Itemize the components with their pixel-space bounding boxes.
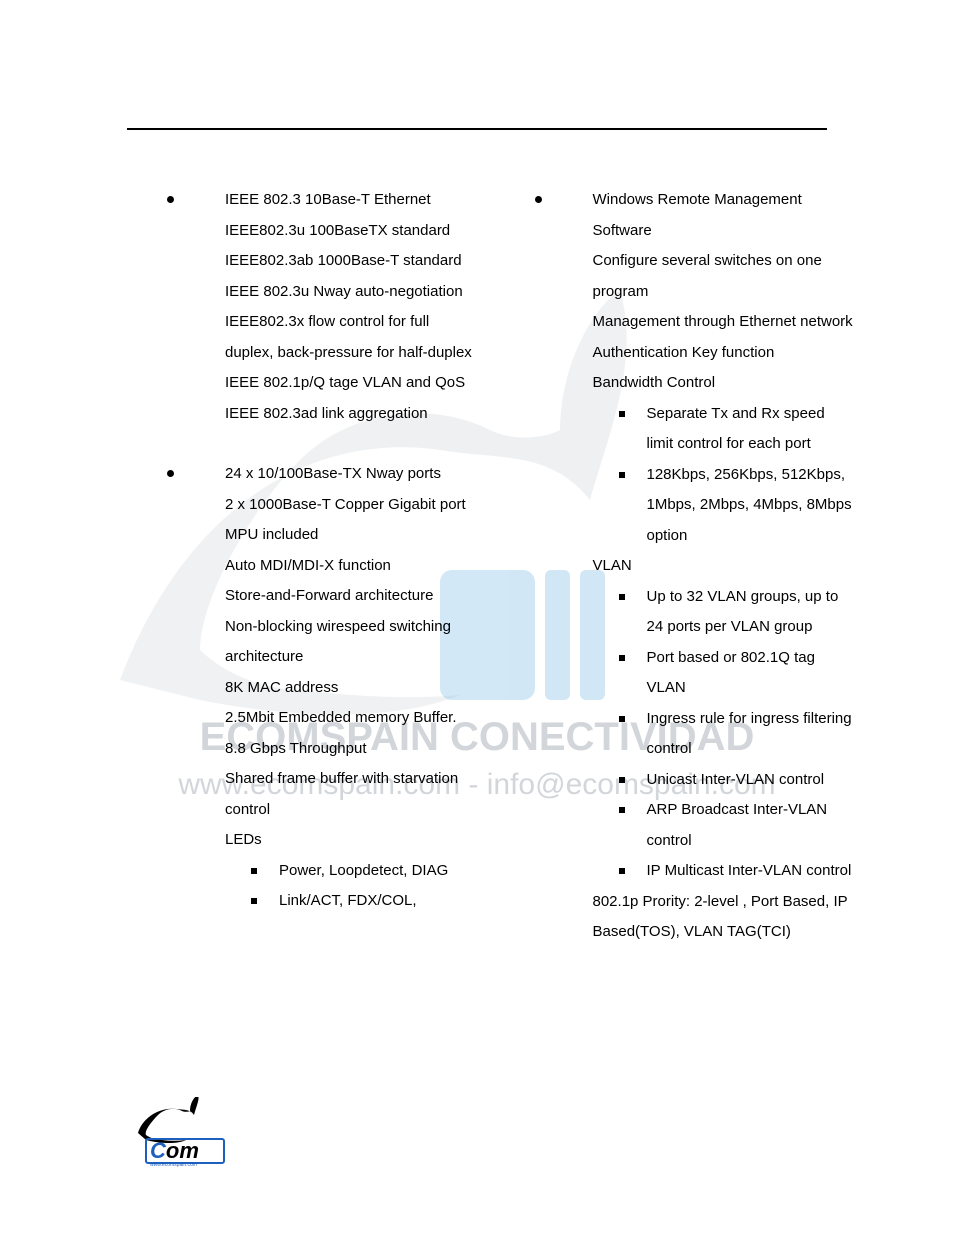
spec-line: Management through Ethernet network — [593, 307, 855, 338]
sub-item: Port based or 802.1Q tag VLAN — [647, 643, 855, 704]
square-bullet-icon — [619, 472, 625, 478]
sub-item-text: 128Kbps, 256Kbps, 512Kbps, 1Mbps, 2Mbps,… — [647, 466, 852, 544]
vlan-sublist: Up to 32 VLAN groups, up to 24 ports per… — [593, 582, 855, 887]
bandwidth-sublist: Separate Tx and Rx speed limit control f… — [593, 399, 855, 552]
bullet-icon — [167, 196, 174, 203]
svg-text:www.ecomspain.com: www.ecomspain.com — [150, 1162, 197, 1167]
right-column: Windows Remote Management Software Confi… — [495, 165, 855, 1115]
square-bullet-icon — [619, 777, 625, 783]
bullet-icon — [535, 196, 542, 203]
right-section: Windows Remote Management Software Confi… — [517, 185, 855, 948]
sub-item-text: Unicast Inter-VLAN control — [647, 771, 825, 788]
spec-line: MPU included — [225, 520, 473, 551]
sub-item-text: IP Multicast Inter-VLAN control — [647, 862, 852, 879]
left-column: IEEE 802.3 10Base-T Ethernet IEEE802.3u … — [135, 165, 495, 1115]
spec-line: IEEE802.3ab 1000Base-T standard — [225, 246, 473, 277]
spec-line: Bandwidth Control — [593, 368, 855, 399]
sub-item: Up to 32 VLAN groups, up to 24 ports per… — [647, 582, 855, 643]
square-bullet-icon — [619, 807, 625, 813]
sub-item-text: Power, Loopdetect, DIAG — [279, 862, 448, 879]
sub-item-text: Separate Tx and Rx speed limit control f… — [647, 405, 825, 453]
square-bullet-icon — [619, 868, 625, 874]
spec-line: 8.8 Gbps Throughput — [225, 734, 473, 765]
sub-item-text: Port based or 802.1Q tag VLAN — [647, 649, 815, 697]
left-section-1: IEEE 802.3 10Base-T Ethernet IEEE802.3u … — [135, 185, 473, 429]
sub-item-text: Ingress rule for ingress filtering contr… — [647, 710, 852, 758]
spec-line: 24 x 10/100Base-TX Nway ports — [225, 459, 473, 490]
sub-item: IP Multicast Inter-VLAN control — [647, 856, 855, 887]
square-bullet-icon — [251, 898, 257, 904]
content-area: IEEE 802.3 10Base-T Ethernet IEEE802.3u … — [0, 165, 954, 1115]
spec-line: 8K MAC address — [225, 673, 473, 704]
sub-item: ARP Broadcast Inter-VLAN control — [647, 795, 855, 856]
spec-line: Windows Remote Management Software — [593, 185, 855, 246]
spec-line: 2.5Mbit Embedded memory Buffer. — [225, 703, 473, 734]
spec-line: Auto MDI/MDI-X function — [225, 551, 473, 582]
top-rule — [127, 128, 827, 130]
spec-line: Authentication Key function — [593, 338, 855, 369]
svg-text:Com: Com — [150, 1138, 199, 1163]
square-bullet-icon — [619, 716, 625, 722]
spec-line: IEEE 802.1p/Q tage VLAN and QoS — [225, 368, 473, 399]
spec-line: Non-blocking wirespeed switching archite… — [225, 612, 473, 673]
spec-line: 802.1p Prority: 2-level , Port Based, IP… — [593, 887, 855, 948]
spec-line: IEEE 802.3ad link aggregation — [225, 399, 473, 430]
sub-item: Power, Loopdetect, DIAG — [279, 856, 473, 887]
square-bullet-icon — [251, 868, 257, 874]
brand-logo: Com www.ecomspain.com — [132, 1097, 236, 1167]
square-bullet-icon — [619, 655, 625, 661]
square-bullet-icon — [619, 594, 625, 600]
spec-line: Store-and-Forward architecture — [225, 581, 473, 612]
sub-item-text: ARP Broadcast Inter-VLAN control — [647, 801, 828, 849]
spec-line: 2 x 1000Base-T Copper Gigabit port — [225, 490, 473, 521]
spec-line: IEEE802.3u 100BaseTX standard — [225, 216, 473, 247]
bullet-icon — [167, 470, 174, 477]
sub-item: Link/ACT, FDX/COL, — [279, 886, 473, 917]
spec-line: LEDs — [225, 825, 473, 856]
sub-item: 128Kbps, 256Kbps, 512Kbps, 1Mbps, 2Mbps,… — [647, 460, 855, 552]
sub-item: Ingress rule for ingress filtering contr… — [647, 704, 855, 765]
sub-item-text: Link/ACT, FDX/COL, — [279, 892, 417, 909]
square-bullet-icon — [619, 411, 625, 417]
spec-line: Shared frame buffer with starvation cont… — [225, 764, 473, 825]
vlan-label: VLAN — [593, 551, 855, 582]
spec-line: IEEE 802.3u Nway auto-negotiation — [225, 277, 473, 308]
sub-item-text: Up to 32 VLAN groups, up to 24 ports per… — [647, 588, 839, 636]
spec-line: Configure several switches on one progra… — [593, 246, 855, 307]
spec-line: IEEE 802.3 10Base-T Ethernet — [225, 185, 473, 216]
sub-item: Separate Tx and Rx speed limit control f… — [647, 399, 855, 460]
left-section-2: 24 x 10/100Base-TX Nway ports 2 x 1000Ba… — [135, 459, 473, 917]
sub-item: Unicast Inter-VLAN control — [647, 765, 855, 796]
leds-sublist: Power, Loopdetect, DIAG Link/ACT, FDX/CO… — [225, 856, 473, 917]
spec-line: IEEE802.3x flow control for full duplex,… — [225, 307, 473, 368]
